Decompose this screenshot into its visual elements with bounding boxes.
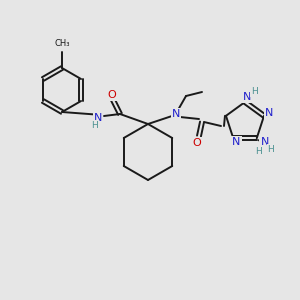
Text: O: O [193, 138, 201, 148]
Text: H: H [255, 147, 262, 156]
Text: N: N [232, 137, 240, 147]
Text: N: N [94, 113, 102, 123]
Text: N: N [265, 108, 273, 118]
Text: O: O [108, 90, 116, 100]
Text: H: H [250, 88, 257, 97]
Text: N: N [172, 109, 180, 119]
Text: H: H [91, 121, 98, 130]
Text: N: N [243, 92, 251, 102]
Text: N: N [261, 137, 269, 147]
Text: H: H [267, 145, 274, 154]
Text: CH₃: CH₃ [54, 40, 70, 49]
